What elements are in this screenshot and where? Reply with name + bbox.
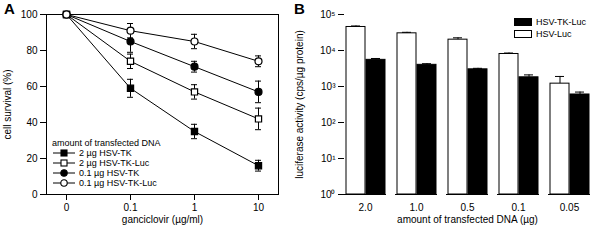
svg-text:0.05: 0.05: [560, 202, 580, 213]
html-text:HSV-Luc: HSV-Luc: [536, 29, 572, 39]
html-text:HSV-TK-Luc: HSV-TK-Luc: [536, 17, 586, 27]
svg-text:1: 1: [192, 202, 198, 213]
html-text:A: A: [4, 0, 15, 17]
html-text:2 µg HSV-TK-Luc: 2 µg HSV-TK-Luc: [79, 158, 150, 168]
svg-text:60: 60: [26, 81, 38, 92]
svg-text:100: 100: [21, 9, 38, 20]
svg-text:luciferase activity (cps/µg pr: luciferase activity (cps/µg protein): [294, 30, 305, 179]
svg-text:10³: 10³: [321, 81, 336, 92]
svg-text:0.5: 0.5: [461, 202, 475, 213]
svg-text:0.1: 0.1: [124, 202, 138, 213]
svg-text:amount of transfected DNA (µg): amount of transfected DNA (µg): [397, 214, 538, 225]
svg-text:1.0: 1.0: [410, 202, 424, 213]
svg-text:10⁵: 10⁵: [320, 9, 335, 20]
svg-text:0: 0: [64, 202, 70, 213]
html-text:amount of transfected DNA: amount of transfected DNA: [52, 138, 161, 148]
svg-text:10⁴: 10⁴: [320, 45, 335, 56]
svg-text:10²: 10²: [321, 117, 336, 128]
svg-text:cell survival (%): cell survival (%): [2, 69, 13, 139]
html-text:2 µg HSV-TK: 2 µg HSV-TK: [79, 148, 132, 158]
html-text:B: B: [294, 0, 305, 17]
svg-text:0.1: 0.1: [512, 202, 526, 213]
svg-text:40: 40: [26, 117, 38, 128]
svg-text:2.0: 2.0: [359, 202, 373, 213]
svg-text:0: 0: [32, 189, 38, 200]
svg-text:10¹: 10¹: [321, 153, 336, 164]
html-text:0.1 µg HSV-TK: 0.1 µg HSV-TK: [79, 168, 140, 178]
svg-text:10⁰: 10⁰: [320, 189, 335, 200]
svg-text:10: 10: [253, 202, 265, 213]
svg-text:80: 80: [26, 45, 38, 56]
svg-text:ganciclovir (µg/ml): ganciclovir (µg/ml): [122, 214, 203, 225]
html-text:0.1 µg HSV-TK-Luc: 0.1 µg HSV-TK-Luc: [79, 178, 157, 188]
svg-text:20: 20: [26, 153, 38, 164]
